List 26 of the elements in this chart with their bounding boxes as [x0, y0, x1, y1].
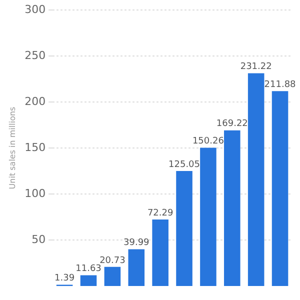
data-label: 20.73	[100, 256, 126, 266]
bar	[80, 275, 97, 286]
y-tick-label: 150	[24, 140, 46, 154]
bar	[200, 148, 216, 286]
bar	[104, 266, 121, 286]
y-tick-label: 50	[32, 232, 46, 246]
data-label: 72.29	[147, 208, 174, 218]
y-tick-label: 100	[24, 186, 46, 200]
bar	[128, 249, 145, 286]
y-tick-label: 200	[24, 94, 46, 108]
data-label: 211.88	[264, 80, 296, 90]
bar	[224, 130, 240, 286]
bar	[176, 170, 192, 286]
bar	[248, 73, 264, 286]
data-label: 231.22	[240, 62, 272, 72]
data-label: 125.05	[168, 160, 200, 170]
data-label: 39.99	[124, 238, 150, 248]
data-label: 169.22	[216, 119, 248, 130]
y-tick-label: 250	[24, 48, 46, 62]
bar	[272, 91, 288, 286]
bar	[152, 219, 168, 286]
data-label: 11.63	[76, 264, 102, 274]
y-tick-label: 300	[24, 2, 46, 16]
y-axis-title: Unit sales in millions	[8, 106, 17, 190]
data-label: 1.39	[54, 274, 75, 284]
data-label: 150.26	[192, 136, 224, 147]
